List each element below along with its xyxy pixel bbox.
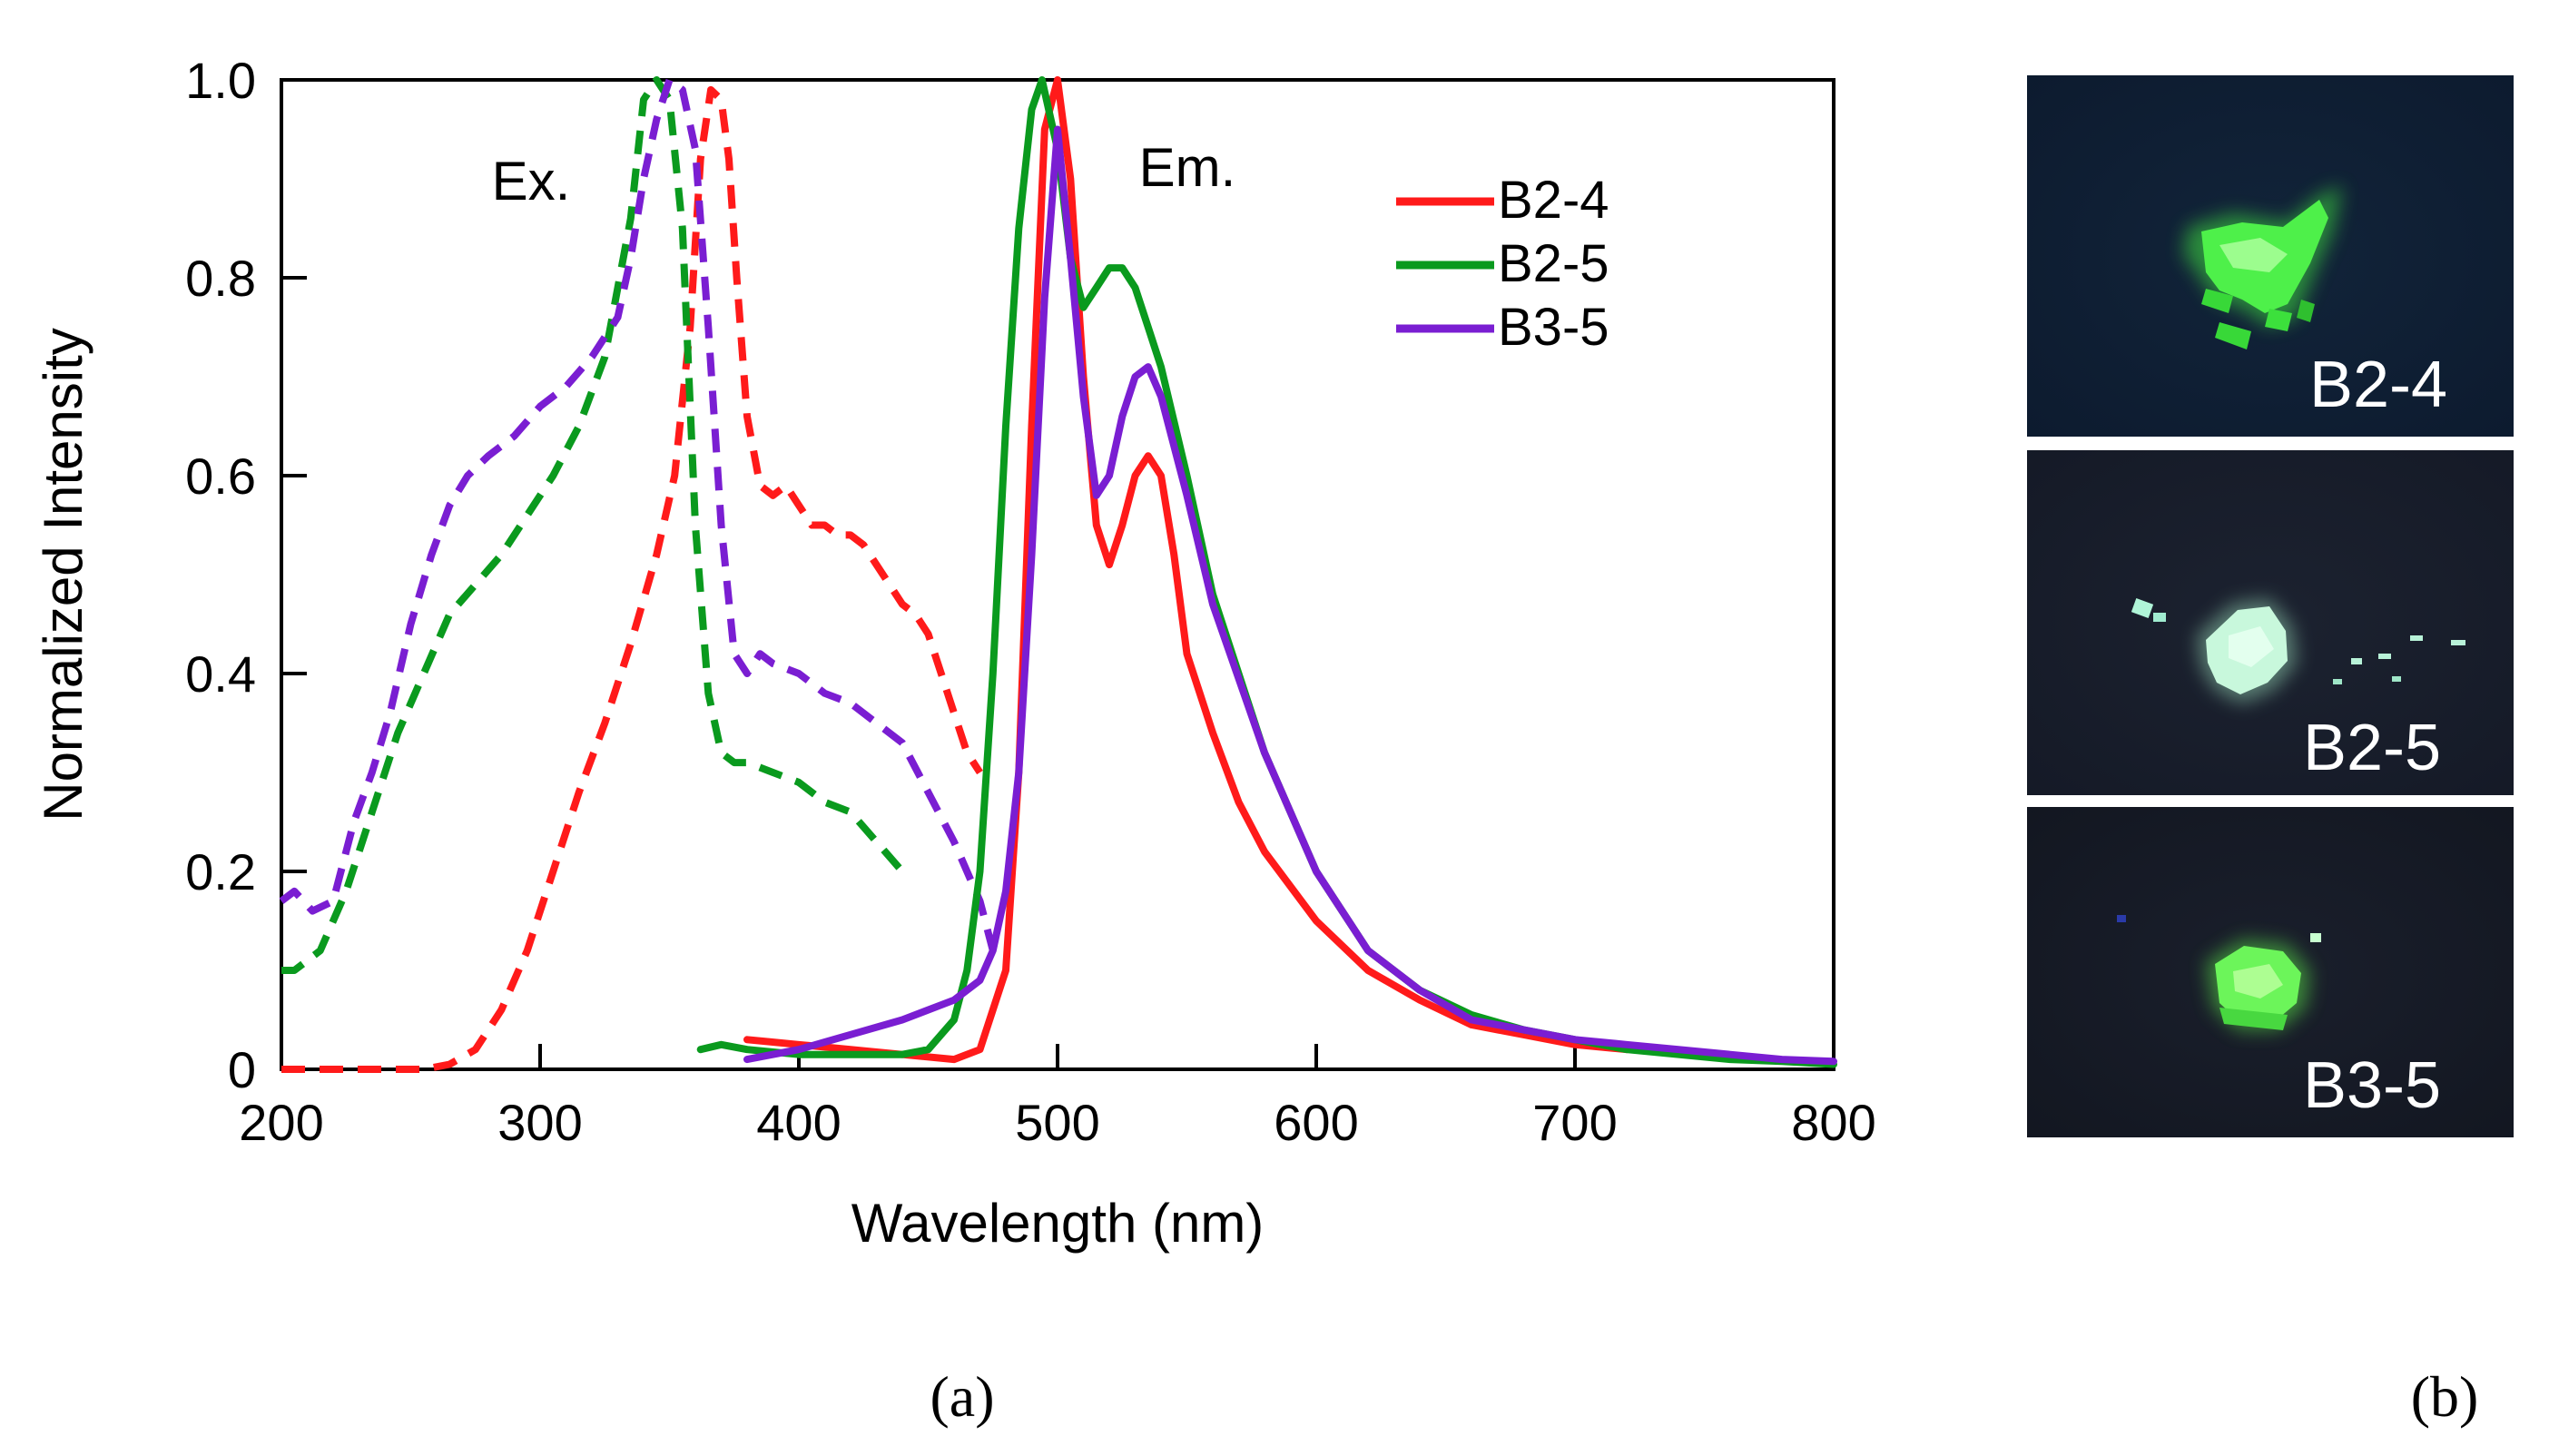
x-tick-label: 800 bbox=[1791, 1094, 1875, 1151]
series-b2-4-excitation bbox=[281, 85, 983, 1073]
x-tick-label: 500 bbox=[1015, 1094, 1099, 1151]
series-b3-5-excitation bbox=[279, 76, 997, 952]
excitation-annotation: Ex. bbox=[492, 151, 571, 212]
spectra-chart: 200 300 400 500 600 700 800 0 0.2 0.4 0.6 0.8 1.0 E… bbox=[33, 52, 1876, 1429]
emission-annotation: Em. bbox=[1139, 137, 1236, 198]
x-tick-label: 400 bbox=[756, 1094, 841, 1151]
photo-b2-4: B2-4 bbox=[2027, 75, 2514, 437]
photo-b3-5: B3-5 bbox=[2027, 807, 2514, 1137]
panel-label-a: (a) bbox=[930, 1364, 994, 1429]
legend-label-b2-4: B2-4 bbox=[1498, 171, 1609, 230]
x-tick-label: 600 bbox=[1274, 1094, 1358, 1151]
x-tick-label: 700 bbox=[1532, 1094, 1617, 1151]
y-tick-label: 0.4 bbox=[185, 645, 256, 703]
photo-label: B2-4 bbox=[2309, 349, 2447, 421]
x-axis-ticks: 200 300 400 500 600 700 800 bbox=[239, 1044, 1876, 1151]
x-tick-label: 300 bbox=[497, 1094, 582, 1151]
y-tick-label: 0 bbox=[228, 1041, 256, 1098]
crystal-glow bbox=[2117, 915, 2321, 1030]
legend-label-b3-5: B3-5 bbox=[1498, 298, 1609, 357]
series-b2-5-excitation bbox=[281, 76, 906, 974]
y-tick-label: 1.0 bbox=[185, 52, 256, 109]
photo-label: B2-5 bbox=[2303, 712, 2441, 784]
y-tick-label: 0.6 bbox=[185, 448, 256, 505]
series-b3-5-emission bbox=[743, 125, 1837, 1066]
legend: B2-4B2-5B3-5 bbox=[1396, 171, 1609, 357]
y-axis-title: Normalized Intensity bbox=[33, 328, 93, 821]
y-tick-label: 0.2 bbox=[185, 843, 256, 900]
x-tick-label: 200 bbox=[239, 1094, 323, 1151]
photo-label: B3-5 bbox=[2303, 1049, 2441, 1122]
x-axis-title: Wavelength (nm) bbox=[851, 1193, 1265, 1254]
panel-label-b: (b) bbox=[2411, 1364, 2479, 1429]
legend-label-b2-5: B2-5 bbox=[1498, 234, 1609, 293]
crystal-photos-panel: B2-4 B2-5 bbox=[2027, 75, 2514, 1429]
photo-b2-5: B2-5 bbox=[2027, 450, 2514, 795]
y-tick-label: 0.8 bbox=[185, 250, 256, 307]
series-b2-4-emission bbox=[743, 76, 1630, 1064]
y-axis-ticks: 0 0.2 0.4 0.6 0.8 1.0 bbox=[185, 52, 307, 1098]
crystal-glow bbox=[2131, 598, 2465, 703]
series-layer bbox=[279, 76, 1837, 1073]
crystal-glow bbox=[2183, 186, 2342, 349]
